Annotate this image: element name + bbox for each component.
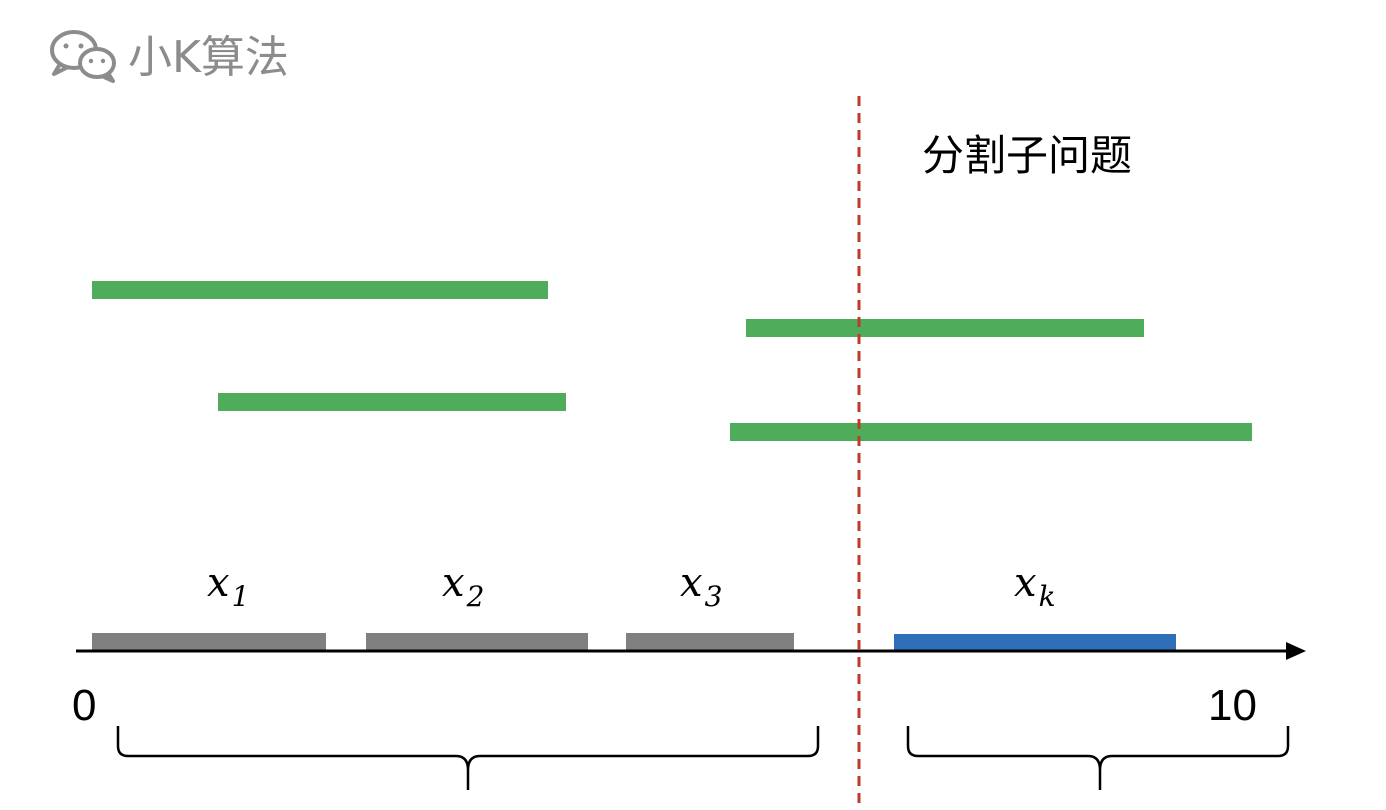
number-axis <box>76 642 1306 660</box>
segment-label-xk: xk <box>1014 560 1056 613</box>
right-brace <box>906 726 1290 790</box>
interval-bar <box>730 423 1252 441</box>
interval-bar <box>218 393 566 411</box>
left-brace <box>116 726 820 790</box>
segment-labels: x1 x2 x3 xk <box>207 560 1056 613</box>
watermark: 小K算法 <box>50 30 289 83</box>
watermark-text: 小K算法 <box>128 32 289 83</box>
axis-arrow-icon <box>1286 642 1306 660</box>
axis-max-label: 10 <box>1208 681 1257 730</box>
interval-bar <box>746 319 1144 337</box>
segment-label-x2: x2 <box>442 560 484 613</box>
interval-bar <box>92 281 548 299</box>
diagram-title: 分割子问题 <box>922 131 1132 180</box>
segment-x3 <box>626 633 794 650</box>
segment-xk <box>894 634 1176 651</box>
axis-min-label: 0 <box>72 681 96 730</box>
segments <box>92 633 1176 651</box>
wechat-icon <box>50 30 116 83</box>
segment-x1 <box>92 633 326 650</box>
intervals <box>92 281 1252 441</box>
braces <box>116 726 1290 790</box>
segment-label-x3: x3 <box>680 560 722 613</box>
segment-label-x1: x1 <box>207 560 249 613</box>
segment-x2 <box>366 633 588 650</box>
